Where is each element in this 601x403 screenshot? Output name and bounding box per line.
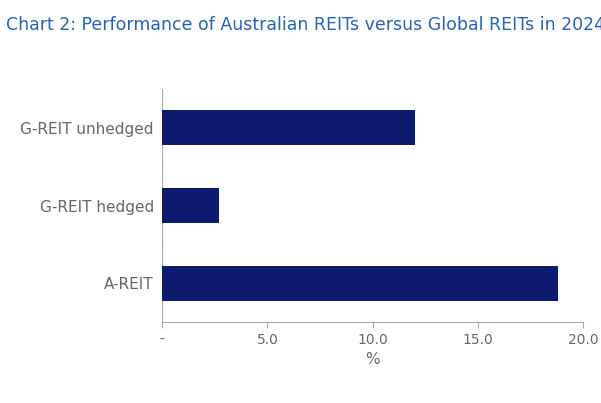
Text: Chart 2: Performance of Australian REITs versus Global REITs in 2024: Chart 2: Performance of Australian REITs…	[6, 16, 601, 34]
Bar	[162, 188, 219, 223]
X-axis label: %: %	[365, 352, 380, 368]
Bar	[162, 110, 415, 145]
Bar	[162, 266, 558, 301]
